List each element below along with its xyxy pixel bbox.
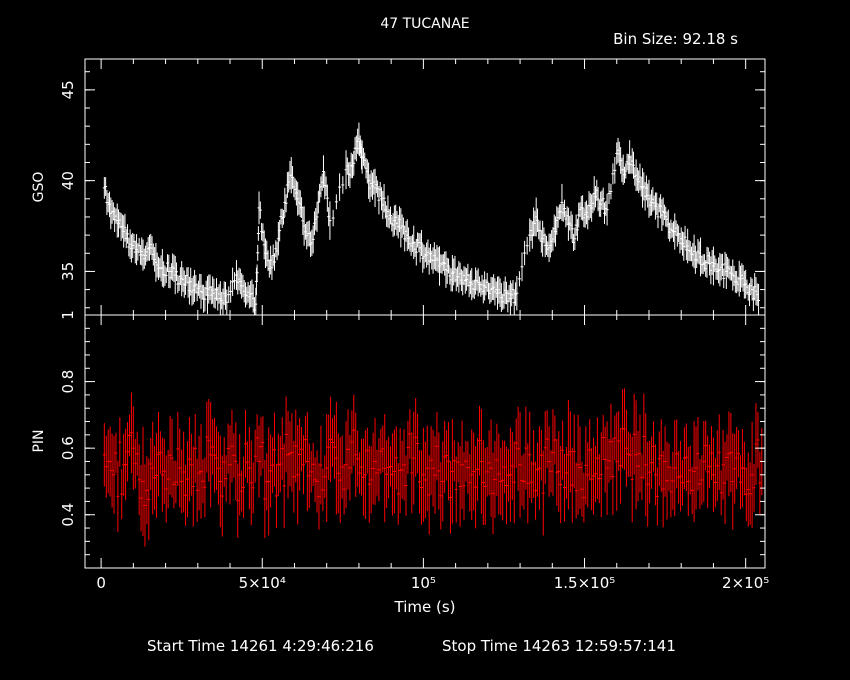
start-time: Start Time 14261 4:29:46:216 — [147, 637, 374, 655]
x-tick-label: 5×10⁴ — [239, 574, 286, 592]
gso-y-tick-label: 35 — [59, 262, 77, 281]
chart-title: 47 TUCANAE — [380, 16, 469, 32]
pin-panel — [102, 388, 764, 547]
stop-time: Stop Time 14263 12:59:57:141 — [442, 637, 676, 655]
x-tick-label: 0 — [96, 574, 106, 592]
pin-y-tick-label: 0.6 — [59, 436, 77, 460]
x-tick-label: 1.5×10⁵ — [554, 574, 616, 592]
x-tick-label: 2×10⁵ — [722, 574, 769, 592]
pin-y-tick-label: 0.8 — [59, 370, 77, 394]
pin-y-tick-label: 1 — [59, 310, 77, 320]
x-tick-label: 10⁵ — [411, 574, 436, 592]
gso-y-tick-label: 45 — [59, 80, 77, 99]
pin-axis-label: PIN — [31, 429, 47, 452]
axis-ticks: 35 40 45 0.4 0.6 0.8 1 0 5×10⁴ 10⁵ 1.5×10⁵ 2×10⁵ — [59, 59, 769, 592]
bin-size-label: Bin Size: 92.18 s — [613, 30, 738, 48]
gso-y-tick-label: 40 — [59, 171, 77, 190]
pin-y-tick-label: 0.4 — [59, 503, 77, 527]
gso-panel — [102, 122, 761, 315]
gso-axis-label: GSO — [31, 172, 47, 203]
x-axis-label: Time (s) — [394, 598, 456, 616]
pin-frame — [84, 314, 766, 569]
